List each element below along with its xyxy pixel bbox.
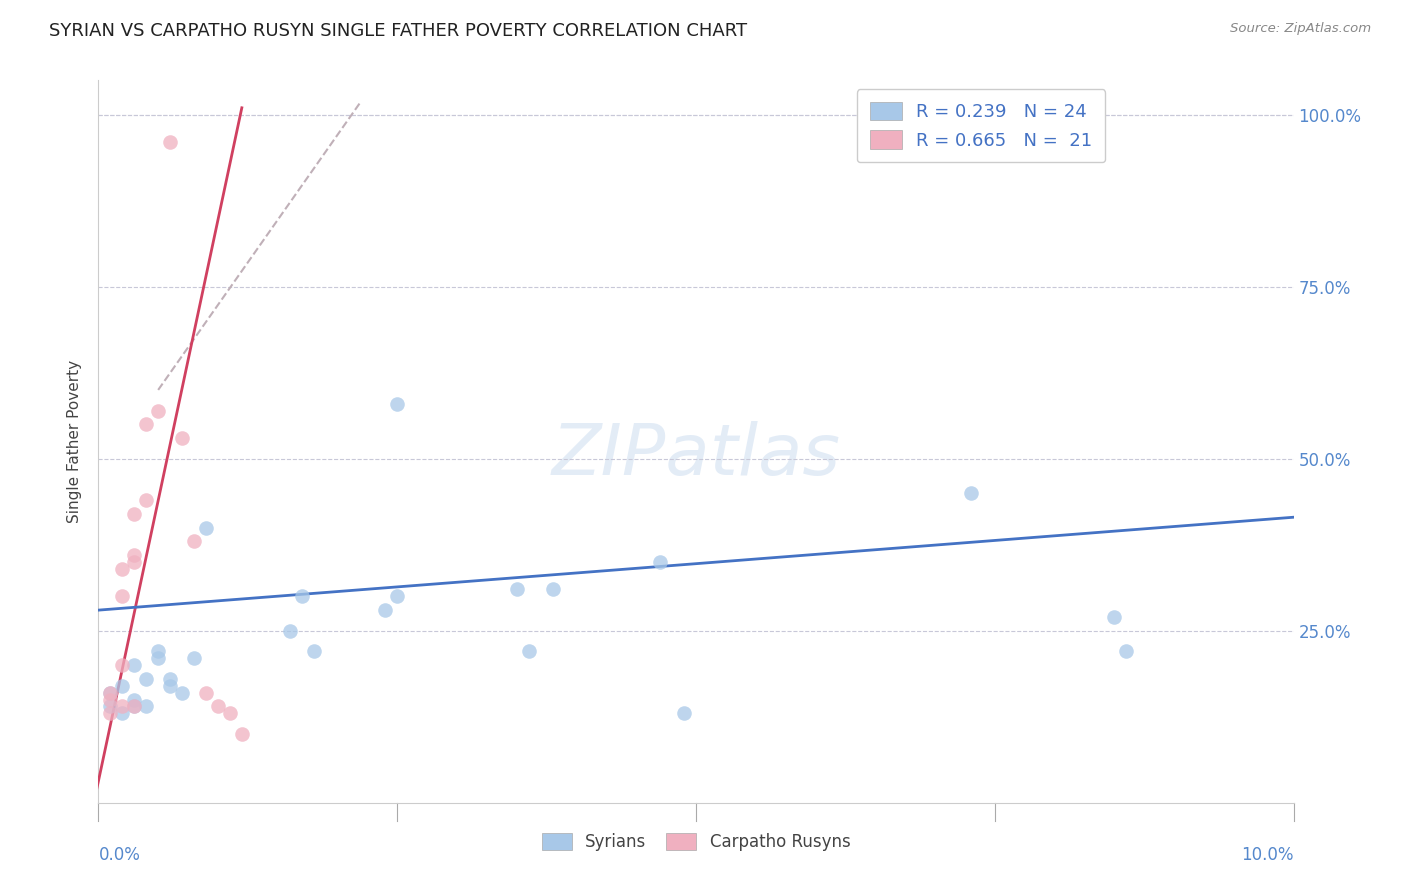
Point bbox=[148, 403, 170, 417]
Point bbox=[98, 686, 122, 700]
Point bbox=[374, 603, 396, 617]
Point bbox=[111, 562, 134, 576]
Point bbox=[148, 644, 170, 658]
Point bbox=[673, 706, 696, 721]
Point bbox=[98, 686, 122, 700]
Point bbox=[385, 590, 409, 604]
Point bbox=[231, 727, 253, 741]
Point bbox=[207, 699, 229, 714]
Point bbox=[111, 679, 134, 693]
Point bbox=[135, 699, 157, 714]
Point bbox=[183, 534, 205, 549]
Point bbox=[124, 658, 146, 673]
Point bbox=[195, 686, 218, 700]
Point bbox=[278, 624, 301, 638]
Legend: Syrians, Carpatho Rusyns: Syrians, Carpatho Rusyns bbox=[533, 825, 859, 860]
Point bbox=[98, 692, 122, 706]
Text: 10.0%: 10.0% bbox=[1241, 847, 1294, 864]
Point bbox=[124, 548, 146, 562]
Point bbox=[195, 520, 218, 534]
Point bbox=[219, 706, 242, 721]
Point bbox=[1104, 610, 1126, 624]
Text: SYRIAN VS CARPATHO RUSYN SINGLE FATHER POVERTY CORRELATION CHART: SYRIAN VS CARPATHO RUSYN SINGLE FATHER P… bbox=[49, 22, 748, 40]
Point bbox=[650, 555, 672, 569]
Point bbox=[183, 651, 205, 665]
Point bbox=[148, 651, 170, 665]
Point bbox=[124, 555, 146, 569]
Point bbox=[172, 686, 194, 700]
Point bbox=[98, 706, 122, 721]
Point bbox=[385, 397, 409, 411]
Point bbox=[124, 692, 146, 706]
Point bbox=[111, 699, 134, 714]
Point bbox=[541, 582, 564, 597]
Point bbox=[135, 493, 157, 508]
Point bbox=[98, 699, 122, 714]
Point bbox=[111, 706, 134, 721]
Point bbox=[960, 486, 983, 500]
Point bbox=[135, 417, 157, 432]
Y-axis label: Single Father Poverty: Single Father Poverty bbox=[67, 360, 83, 523]
Point bbox=[172, 431, 194, 445]
Point bbox=[302, 644, 325, 658]
Point bbox=[159, 672, 181, 686]
Point bbox=[506, 582, 529, 597]
Point bbox=[124, 507, 146, 521]
Point bbox=[159, 679, 181, 693]
Point bbox=[1115, 644, 1137, 658]
Point bbox=[159, 135, 181, 149]
Point bbox=[124, 699, 146, 714]
Point bbox=[124, 699, 146, 714]
Point bbox=[291, 590, 314, 604]
Point bbox=[111, 590, 134, 604]
Text: 0.0%: 0.0% bbox=[98, 847, 141, 864]
Text: ZIPatlas: ZIPatlas bbox=[551, 422, 841, 491]
Point bbox=[111, 658, 134, 673]
Text: Source: ZipAtlas.com: Source: ZipAtlas.com bbox=[1230, 22, 1371, 36]
Point bbox=[135, 672, 157, 686]
Point bbox=[517, 644, 540, 658]
